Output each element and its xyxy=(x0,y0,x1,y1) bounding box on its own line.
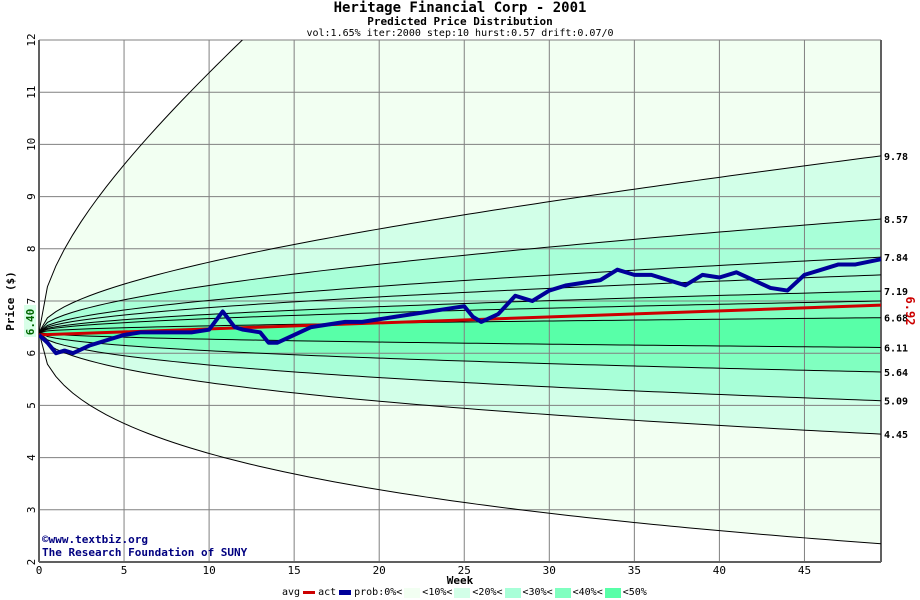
x-tick-label: 40 xyxy=(713,564,726,577)
legend-band-swatch xyxy=(454,587,471,598)
y-axis-label: Price ($) xyxy=(4,271,17,331)
x-axis-label: Week xyxy=(447,574,474,587)
legend-avg-swatch xyxy=(303,591,316,594)
y-tick-label: 5 xyxy=(25,402,38,409)
right-value-label: 6.11 xyxy=(884,343,908,354)
legend-act-swatch xyxy=(339,590,352,595)
y-tick-label: 2 xyxy=(25,559,38,566)
x-tick-label: 45 xyxy=(798,564,811,577)
series-act-line xyxy=(39,257,881,356)
legend-band-label: <20%< xyxy=(472,587,503,598)
right-value-label: 5.64 xyxy=(884,368,908,379)
distribution-boundary-line xyxy=(39,317,881,333)
distribution-boundary-line xyxy=(39,274,881,333)
y-tick-label: 12 xyxy=(25,33,38,46)
distribution-boundary-line xyxy=(39,155,881,333)
right-value-label: 8.57 xyxy=(884,215,908,226)
y-tick-label: 3 xyxy=(25,506,38,513)
series-avg-line xyxy=(39,303,881,337)
start-label-bg xyxy=(24,305,36,337)
right-value-label: 4.45 xyxy=(884,430,908,441)
legend-band-label: <50% xyxy=(622,587,647,598)
x-tick-label: 15 xyxy=(288,564,301,577)
right-value-label: 9.78 xyxy=(884,152,908,163)
x-tick-label: 10 xyxy=(202,564,215,577)
distribution-boundary-line xyxy=(39,40,244,333)
chart-title: Heritage Financial Corp - 2001 xyxy=(333,0,587,16)
y-tick-label: 7 xyxy=(25,298,38,305)
x-tick-label: 5 xyxy=(121,564,128,577)
distribution-boundary-line xyxy=(39,332,881,545)
legend-band-label: <10%< xyxy=(422,587,453,598)
end-avg-label: 6.92 xyxy=(903,297,917,326)
distribution-boundary-line xyxy=(39,331,881,373)
legend-band-swatch xyxy=(604,587,621,598)
right-value-label: 6.68 xyxy=(884,314,908,325)
chart-params: vol:1.65% iter:2000 step:10 hurst:0.57 d… xyxy=(306,28,614,39)
legend-band-label: <40%< xyxy=(572,587,603,598)
right-value-label: 7.84 xyxy=(884,253,908,264)
legend-band-swatch xyxy=(504,587,521,598)
legend-avg-label: avg xyxy=(282,587,301,598)
distribution-boundary-line xyxy=(39,290,881,333)
y-tick-label: 9 xyxy=(25,193,38,200)
legend-act-label: act xyxy=(318,587,337,598)
distribution-boundary-line xyxy=(39,218,881,333)
x-tick-label: 25 xyxy=(458,564,471,577)
watermark-org: The Research Foundation of SUNY xyxy=(42,546,248,559)
distribution-boundary-line xyxy=(39,332,881,435)
distribution-boundary-line xyxy=(39,300,881,333)
y-tick-label: 6 xyxy=(25,350,38,357)
x-tick-label: 35 xyxy=(628,564,641,577)
legend-band-swatch xyxy=(554,587,571,598)
distribution-boundary-line xyxy=(39,331,881,348)
distribution-boundary-line xyxy=(39,256,881,333)
x-tick-label: 30 xyxy=(543,564,556,577)
y-tick-label: 8 xyxy=(25,245,38,252)
y-tick-label: 4 xyxy=(25,454,38,461)
start-price-label: 6.40 xyxy=(24,309,37,336)
watermark-url: ©www.textbiz.org xyxy=(42,533,148,546)
right-value-label: 5.09 xyxy=(884,397,908,408)
chart-subtitle: Predicted Price Distribution xyxy=(367,15,553,28)
right-value-label: 7.19 xyxy=(884,287,908,298)
y-tick-label: 11 xyxy=(25,86,38,99)
legend-band-swatch xyxy=(404,587,421,598)
x-tick-label: 20 xyxy=(373,564,386,577)
legend-band-label: <30%< xyxy=(522,587,553,598)
x-tick-label: 0 xyxy=(36,564,43,577)
distribution-boundary-line xyxy=(39,331,881,402)
legend-prob-label: prob:0%< xyxy=(354,587,403,598)
y-tick-label: 10 xyxy=(25,138,38,151)
legend: avg act prob:0%< <10%< <20%< <30%< <40%<… xyxy=(282,587,647,598)
